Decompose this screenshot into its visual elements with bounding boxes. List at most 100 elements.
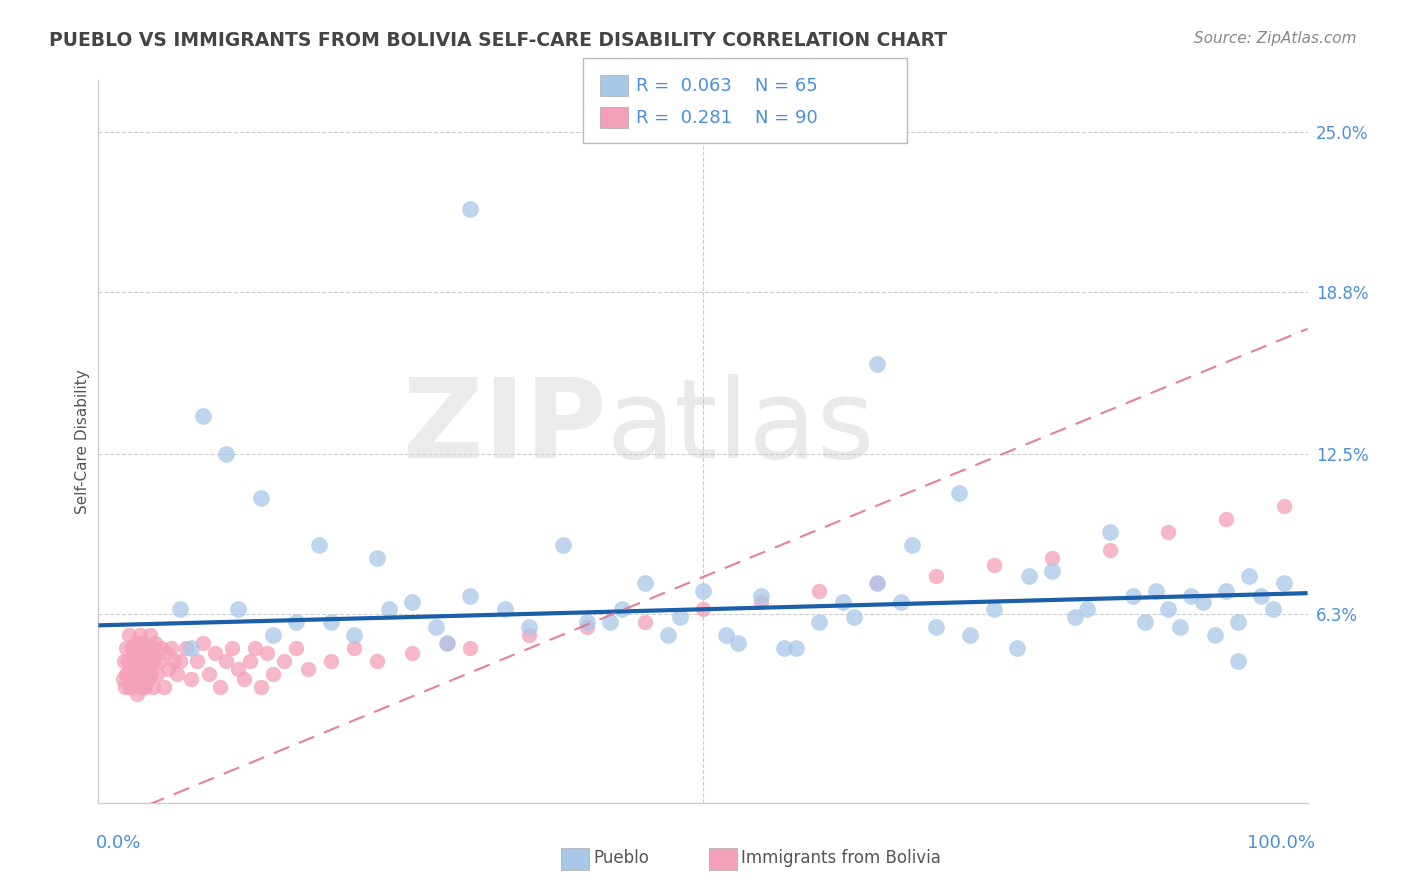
Point [1215,584,1237,599]
Point [1215,512,1237,526]
Point [1239,568,1261,582]
Point [1204,628,1226,642]
Text: Pueblo: Pueblo [593,849,650,867]
Point [262,666,284,681]
Point [924,568,946,582]
Point [494,602,516,616]
Point [135,646,157,660]
Point [118,680,141,694]
Point [180,672,202,686]
Point [610,602,633,616]
Point [808,615,831,630]
Point [262,628,284,642]
Point [122,672,145,686]
Point [1272,576,1295,591]
Point [401,646,423,660]
Point [1122,590,1144,604]
Point [273,654,295,668]
Point [124,662,146,676]
Point [319,615,342,630]
Point [285,640,308,655]
Point [460,640,482,655]
Point [135,646,157,660]
Point [866,576,889,591]
Point [1076,602,1098,616]
Text: 0.0%: 0.0% [96,834,141,852]
Point [128,654,150,668]
Point [136,662,159,676]
Point [808,584,831,599]
Point [145,666,167,681]
Point [366,550,388,565]
Point [138,672,160,686]
Point [169,654,191,668]
Point [112,654,135,668]
Point [401,594,423,608]
Point [1192,594,1215,608]
Point [1157,602,1180,616]
Point [226,662,249,676]
Point [132,640,155,655]
Point [121,640,143,655]
Point [117,654,139,668]
Point [121,640,143,655]
Point [773,640,796,655]
Point [343,628,366,642]
Point [159,640,181,655]
Text: Immigrants from Bolivia: Immigrants from Bolivia [741,849,941,867]
Point [366,654,388,668]
Point [250,491,273,506]
Point [138,628,160,642]
Point [114,666,136,681]
Point [634,576,657,591]
Point [1226,615,1249,630]
Point [749,590,772,604]
Point [232,672,254,686]
Point [1157,524,1180,539]
Point [425,620,447,634]
Text: Source: ZipAtlas.com: Source: ZipAtlas.com [1194,31,1357,46]
Point [204,646,226,660]
Point [163,654,186,668]
Point [692,602,714,616]
Point [131,636,153,650]
Point [118,628,141,642]
Point [1064,610,1087,624]
Point [191,636,214,650]
Point [727,636,749,650]
Point [215,447,238,461]
Point [143,654,166,668]
Point [145,636,167,650]
Point [1250,590,1272,604]
Point [517,620,540,634]
Point [250,680,273,694]
Point [692,584,714,599]
Point [152,680,174,694]
Point [948,486,970,500]
Point [460,590,482,604]
Point [575,620,598,634]
Point [245,640,267,655]
Point [890,594,912,608]
Text: R =  0.281    N = 90: R = 0.281 N = 90 [636,109,817,127]
Point [124,662,146,676]
Point [866,576,889,591]
Point [125,687,148,701]
Point [209,680,232,694]
Text: PUEBLO VS IMMIGRANTS FROM BOLIVIA SELF-CARE DISABILITY CORRELATION CHART: PUEBLO VS IMMIGRANTS FROM BOLIVIA SELF-C… [49,31,948,50]
Point [141,640,163,655]
Point [134,680,156,694]
Point [124,636,146,650]
Point [150,640,173,655]
Point [634,615,657,630]
Point [198,666,221,681]
Point [983,602,1005,616]
Point [1146,584,1168,599]
Point [142,680,165,694]
Point [1040,550,1063,565]
Point [239,654,262,668]
Point [127,672,149,686]
Point [186,654,208,668]
Point [134,680,156,694]
Point [117,666,139,681]
